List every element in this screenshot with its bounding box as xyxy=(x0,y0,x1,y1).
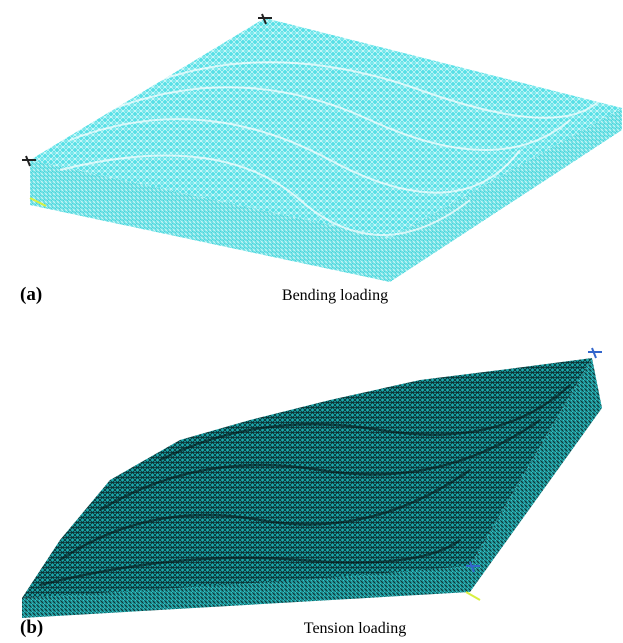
panel-caption: Tension loading xyxy=(304,620,406,637)
panel-caption: Bending loading xyxy=(282,287,388,304)
panel-label: (a) xyxy=(20,284,42,305)
top-face xyxy=(22,358,592,598)
support-marker xyxy=(588,348,602,358)
panel-a-mesh xyxy=(22,14,622,282)
panel-b-mesh xyxy=(22,348,602,618)
panel-label: (b) xyxy=(20,617,43,638)
figure: (a) Bending loading (b) Tension loading xyxy=(0,0,623,643)
load-marker xyxy=(466,592,480,600)
